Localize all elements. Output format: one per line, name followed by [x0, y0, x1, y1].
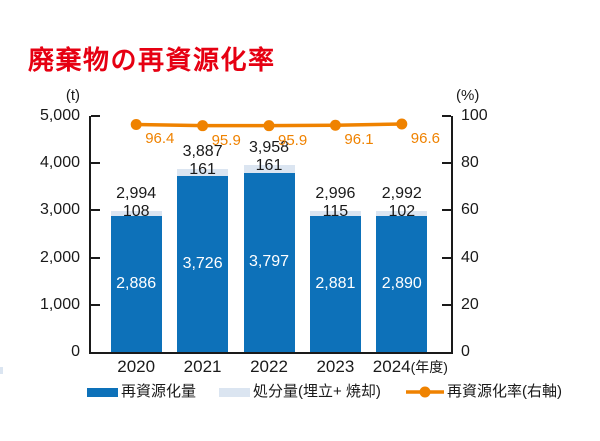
bar-disposal-label: 115: [322, 202, 349, 220]
bar-disposal-2022: [243, 165, 295, 173]
right-axis-tick: [442, 115, 451, 117]
right-axis-tick-label: 20: [461, 295, 479, 313]
right-axis-tick: [442, 303, 451, 306]
rate-point: [263, 120, 275, 132]
legend-swatch-recycled-icon: [87, 387, 118, 397]
bar-total-label: 3,958: [248, 139, 290, 157]
left-axis-tick-label: 1,000: [39, 295, 80, 313]
rate-point: [396, 118, 408, 130]
bar-recycled-label: 2,881: [315, 275, 356, 292]
rate-line-path: [136, 122, 402, 128]
legend-item-recycled: 再資源化量: [87, 382, 196, 402]
bar-disposal-label: 161: [189, 160, 216, 178]
bar-disposal-2023: [309, 210, 361, 216]
legend-item-rate: 再資源化率(右軸): [406, 382, 562, 402]
right-axis-tick-label: 60: [461, 201, 479, 219]
rate-point: [130, 118, 142, 130]
x-axis-suffix: (年度): [410, 359, 448, 375]
left-axis-unit-label: (t): [65, 87, 80, 104]
bar-recycled-2021: [177, 176, 229, 352]
bar-disposal-label: 108: [122, 202, 150, 220]
right-axis-tick: [442, 162, 451, 165]
bar-recycled-label: 3,797: [248, 253, 290, 271]
right-axis-tick-label: 0: [461, 343, 470, 360]
bar-total-label: 2,992: [381, 184, 422, 202]
x-tick-label: 2023: [316, 357, 355, 376]
rate-point: [197, 120, 209, 132]
x-tick-year: 2024: [372, 357, 411, 376]
x-tick-label: 2020: [117, 357, 156, 376]
rate-label: 96.4: [145, 130, 175, 148]
left-axis-tick: [91, 209, 100, 212]
bar-recycled-2023: [309, 216, 361, 352]
left-axis-tick: [91, 162, 100, 165]
x-tick-label: 2024(年度): [373, 357, 448, 377]
left-axis-tick: [91, 256, 100, 259]
chart-title: 廃棄物の再資源化率: [28, 45, 276, 75]
legend-label-rate: 再資源化率(右軸): [447, 383, 562, 400]
bar-total-label: 2,994: [116, 184, 157, 202]
left-axis-tick-label: 2,000: [39, 248, 80, 266]
x-tick-label: 2022: [250, 357, 288, 376]
legend: 再資源化量 処分量(埋立+ 焼却) 再資源化率(右軸): [0, 380, 600, 402]
x-tick-label: 2021: [183, 357, 222, 376]
bar-recycled-2024: [376, 215, 428, 352]
legend-swatch-disposal-icon: [219, 387, 250, 397]
rate-label: 95.9: [211, 131, 241, 149]
rate-label: 96.1: [344, 131, 374, 149]
bar-recycled-2020: [110, 215, 162, 352]
bar-recycled-2022: [243, 172, 295, 352]
right-axis-tick: [442, 209, 451, 212]
bar-disposal-2024: [376, 210, 428, 216]
left-axis-tick: [91, 115, 100, 117]
right-axis-tick-label: 100: [461, 107, 488, 124]
bar-disposal-2020: [110, 210, 162, 216]
left-axis-tick-label: 4,000: [39, 154, 80, 172]
left-axis-tick-label: 0: [71, 343, 80, 360]
rate-point: [329, 119, 341, 131]
right-axis-tick: [442, 256, 451, 259]
x-axis: [89, 352, 453, 354]
rate-label: 96.6: [410, 130, 440, 148]
left-axis-tick-label: 5,000: [39, 107, 80, 124]
bar-disposal-label: 161: [255, 157, 283, 175]
right-axis-tick-label: 80: [461, 154, 479, 172]
right-axis-tick-label: 40: [461, 248, 479, 266]
legend-line-dot-icon: [406, 386, 444, 398]
legend-label-rate-line: 処分量(埋立+ 焼却): [253, 383, 381, 400]
legend-label-recycled: 再資源化量: [121, 383, 197, 400]
left-axis-tick: [91, 303, 100, 306]
right-axis-unit-label: (%): [456, 87, 480, 104]
bar-disposal-label: 102: [388, 202, 416, 220]
bar-total-label: 2,996: [315, 184, 356, 202]
y-axis-left: [89, 116, 91, 354]
legend-item-disposal: 処分量(埋立+ 焼却): [219, 382, 381, 402]
rate-label: 95.9: [278, 131, 308, 149]
bar-recycled-label: 2,890: [381, 274, 422, 292]
cropped-edge-artifact: [0, 367, 3, 374]
bar-disposal-2021: [177, 168, 229, 177]
y-axis-right: [451, 116, 453, 354]
left-axis-tick-label: 3,000: [39, 201, 80, 219]
bar-recycled-label: 2,886: [116, 274, 157, 292]
bar-recycled-label: 3,726: [182, 255, 223, 273]
bar-total-label: 3,887: [182, 142, 223, 160]
